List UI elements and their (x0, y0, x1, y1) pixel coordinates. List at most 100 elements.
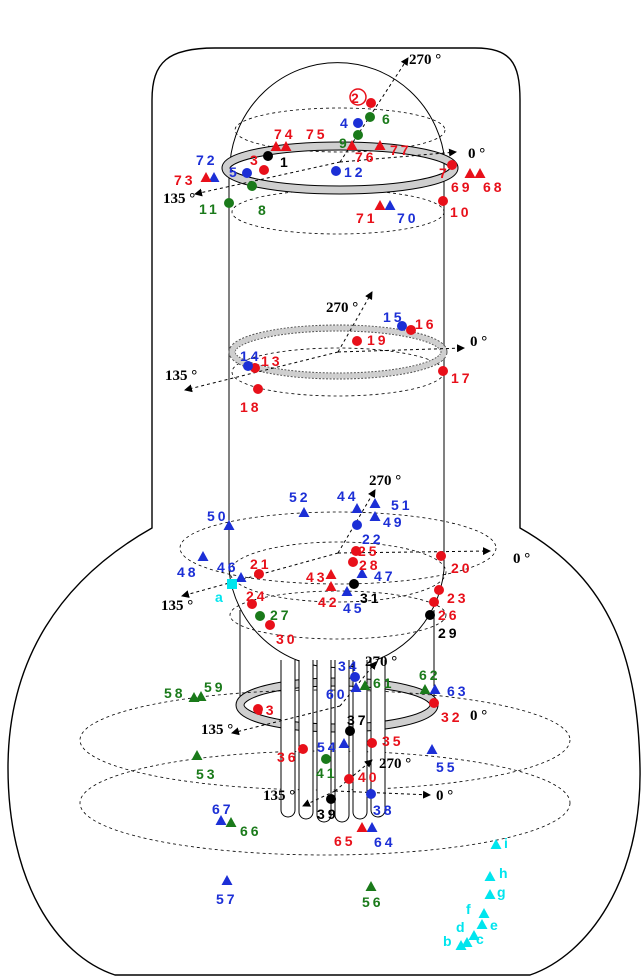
point-label-54: 54 (317, 739, 339, 755)
point-marker-25 (351, 546, 361, 556)
point-marker-5 (242, 168, 252, 178)
point-label-71: 71 (356, 210, 378, 226)
point-marker-47 (356, 568, 368, 578)
point-label-51: 51 (391, 497, 413, 513)
point-marker-68 (474, 168, 486, 178)
point-label-55: 55 (436, 759, 458, 775)
point-marker-28 (348, 557, 358, 567)
point-marker-43 (325, 569, 337, 579)
point-label-10: 10 (450, 204, 472, 220)
point-label-44: 44 (337, 488, 359, 504)
vessel-outline (7, 47, 641, 976)
point-label-3: 3 (250, 152, 261, 168)
axis-135-sphere: 135 ° (161, 598, 193, 614)
axis-labels: 270 ° 0 ° 135 ° 270 ° 0 ° 135 ° 270 ° 0 … (161, 52, 530, 804)
point-label-42: 42 (318, 594, 340, 610)
point-marker-10 (438, 196, 448, 206)
point-label-24: 24 (246, 588, 268, 604)
point-marker-29 (425, 610, 435, 620)
axis-0-ring: 0 ° (470, 708, 487, 724)
point-marker-f (478, 908, 490, 918)
point-marker-42 (325, 581, 337, 591)
point-marker-51 (369, 498, 381, 508)
point-marker-61 (359, 680, 371, 690)
point-label-33: 33 (255, 702, 277, 718)
point-label-25: 25 (358, 543, 380, 559)
point-marker-22 (352, 520, 362, 530)
point-marker-41 (321, 754, 331, 764)
point-label-60: 60 (326, 686, 348, 702)
point-marker-12 (331, 166, 341, 176)
point-marker-2 (366, 98, 376, 108)
heater-tubes (280, 660, 386, 823)
upper-column (228, 62, 446, 570)
point-label-6: 6 (382, 111, 393, 127)
point-label-28: 28 (359, 557, 381, 573)
point-marker-56 (365, 881, 377, 891)
point-label-47: 47 (374, 568, 396, 584)
point-marker-4 (353, 118, 363, 128)
point-marker-38 (366, 789, 376, 799)
point-label-62: 62 (419, 667, 441, 683)
point-marker-44 (351, 503, 363, 513)
point-label-a: a (215, 589, 226, 605)
point-marker-b (455, 940, 467, 950)
axis-270-ring: 270 ° (365, 654, 397, 670)
point-marker-16 (406, 325, 416, 335)
point-label-66: 66 (240, 823, 262, 839)
point-label-29: 29 (438, 625, 460, 641)
point-label-17: 17 (451, 370, 473, 386)
point-marker-17 (438, 366, 448, 376)
point-marker-i (490, 839, 502, 849)
point-marker-76 (346, 140, 358, 150)
point-marker-33 (253, 704, 263, 714)
point-label-64: 64 (374, 834, 396, 850)
point-label-48: 48 (177, 564, 199, 580)
point-label-50: 50 (207, 508, 229, 524)
axis-0-top: 0 ° (468, 146, 485, 162)
point-label-35: 35 (382, 733, 404, 749)
point-label-61: 61 (373, 675, 395, 691)
point-label-52: 52 (289, 489, 311, 505)
point-marker-11 (224, 198, 234, 208)
point-marker-15 (397, 321, 407, 331)
point-marker-c (461, 937, 473, 947)
point-marker-h (484, 871, 496, 881)
point-marker-45 (341, 586, 353, 596)
point-marker-72 (208, 172, 220, 182)
point-label-49: 49 (383, 514, 405, 530)
point-label-11: 11 (199, 201, 220, 217)
point-label-4: 4 (340, 115, 351, 131)
point-label-39: 39 (317, 806, 339, 822)
point-marker-40 (344, 774, 354, 784)
point-marker-30 (265, 620, 275, 630)
point-label-41: 41 (316, 765, 338, 781)
point-label-c: c (476, 931, 487, 947)
point-label-53: 53 (196, 766, 218, 782)
point-marker-65 (356, 822, 368, 832)
point-marker-20 (436, 551, 446, 561)
point-2-highlight-ring (349, 88, 367, 106)
point-label-37: 37 (347, 712, 369, 728)
point-marker-62 (419, 684, 431, 694)
point-marker-23 (434, 585, 444, 595)
axis-135-top: 135 ° (163, 191, 195, 207)
point-label-36: 36 (277, 749, 299, 765)
point-label-70: 70 (397, 210, 419, 226)
point-label-23: 23 (447, 590, 469, 606)
point-marker-8 (247, 181, 257, 191)
point-marker-71 (374, 200, 386, 210)
point-label-12: 12 (344, 164, 366, 180)
point-marker-18 (253, 384, 263, 394)
point-marker-24 (247, 599, 257, 609)
point-label-7: 7 (439, 165, 450, 181)
point-label-67: 67 (212, 801, 234, 817)
axis-270-sphere: 270 ° (369, 473, 401, 489)
point-marker-34 (350, 672, 360, 682)
point-marker-66 (225, 817, 237, 827)
point-label-43: 43 (306, 569, 328, 585)
point-marker-39 (326, 794, 336, 804)
point-label-b: b (443, 933, 455, 949)
point-marker-6 (365, 112, 375, 122)
point-marker-60 (350, 682, 362, 692)
